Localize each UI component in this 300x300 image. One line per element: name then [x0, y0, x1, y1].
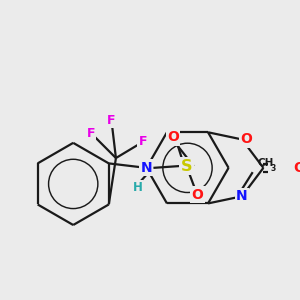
Text: 3: 3 [271, 164, 276, 173]
Text: S: S [181, 159, 192, 174]
Text: F: F [139, 136, 147, 148]
Text: H: H [132, 181, 142, 194]
Text: N: N [140, 161, 152, 175]
Text: O: O [167, 130, 179, 145]
Text: F: F [87, 127, 95, 140]
Text: CH: CH [257, 158, 274, 168]
Text: O: O [241, 132, 252, 146]
Text: N: N [236, 189, 248, 203]
Text: O: O [191, 188, 203, 202]
Text: O: O [293, 161, 300, 175]
Text: F: F [107, 114, 116, 127]
